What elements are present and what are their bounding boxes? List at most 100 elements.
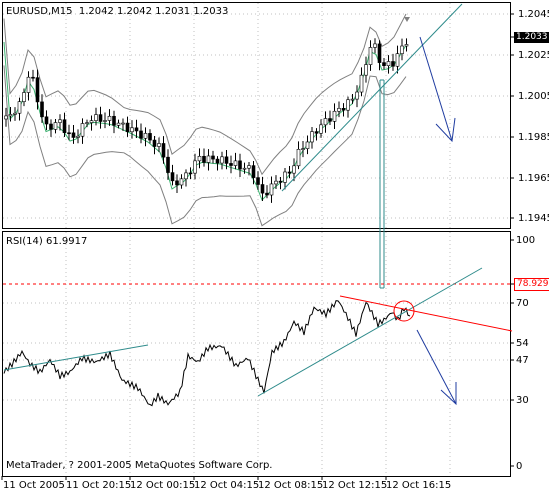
candle-bull [103, 120, 107, 122]
rsi-axis-label: 30 [516, 395, 529, 406]
candle-bull [233, 160, 238, 166]
candlestick-series[interactable] [4, 38, 409, 203]
candle-bear [238, 160, 242, 170]
candle-bull [157, 143, 161, 147]
candle-bull [337, 108, 341, 112]
candle-bull [323, 118, 328, 126]
candle-bear [328, 118, 332, 122]
rsi-resistance-line[interactable] [339, 295, 513, 332]
candle-bull [364, 64, 368, 76]
divergence-connector[interactable] [379, 79, 385, 289]
rsi-frame [2, 231, 511, 477]
candle-bull [368, 47, 373, 65]
candle-bull [355, 91, 359, 100]
candle-bull [193, 160, 197, 174]
candle-bull [85, 122, 89, 124]
candle-bull [58, 119, 62, 123]
upper-band [3, 13, 407, 176]
candle-bear [314, 131, 319, 134]
candle-bull [22, 92, 26, 102]
candle-bull [26, 76, 31, 93]
candle-bear [71, 132, 76, 138]
candle-bear [287, 171, 292, 174]
axis-ticks [1, 13, 514, 480]
candle-bear [278, 180, 283, 183]
candle-bull [404, 44, 409, 47]
candle-bear [188, 172, 193, 175]
candle-bull [116, 122, 121, 126]
candle-bull [143, 133, 148, 139]
candle-bear [152, 139, 157, 147]
main-chart-frame [2, 2, 511, 229]
candle-bull [121, 122, 125, 125]
time-axis-label: 12 Oct 12:15 [322, 480, 388, 491]
candle-bear [139, 130, 143, 139]
candle-bull [283, 171, 287, 183]
current-bar-marker [404, 17, 410, 22]
candle-bull [197, 155, 202, 162]
candle-bull [274, 180, 278, 185]
candle-bear [175, 180, 179, 186]
candle-bear [170, 172, 175, 182]
price-axis-label: 1.2025 [518, 50, 549, 61]
candle-bear [148, 133, 152, 141]
candle-bear [161, 143, 166, 158]
candle-bear [211, 155, 215, 160]
candle-bear [265, 192, 269, 196]
down-arrow-main[interactable] [419, 36, 456, 143]
current-price-marker: 1.2033 [514, 32, 549, 43]
candle-bull [319, 124, 323, 134]
rsi-support-trendline-right[interactable] [257, 267, 483, 397]
candle-bear [382, 62, 386, 66]
candle-bull [386, 61, 391, 66]
candle-bull [292, 165, 296, 174]
price-axis-label: 1.1985 [518, 132, 549, 143]
rsi-axis-label: 100 [516, 235, 536, 246]
candle-bear [202, 155, 206, 163]
candle-bear [215, 158, 220, 164]
candle-bear [377, 43, 382, 63]
candle-bull [400, 45, 404, 54]
time-axis-label: 12 Oct 08:15 [258, 480, 324, 491]
bollinger-bands [3, 13, 407, 227]
rsi-axis-label: 0 [516, 461, 523, 472]
candle-bull [4, 115, 8, 120]
price-axis-label: 1.2045 [518, 9, 549, 20]
candle-bull [89, 120, 94, 123]
candle-bear [224, 156, 229, 164]
candle-bear [134, 127, 139, 132]
candle-bull [17, 101, 22, 114]
candle-bull [359, 74, 364, 93]
symbol-label: EURUSD,M15 1.2042 1.2042 1.2031 1.2033 [6, 6, 228, 17]
copyright-text: MetaTrader, ? 2001-2005 MetaQuotes Softw… [6, 460, 273, 471]
rsi-support-trendline-left[interactable] [3, 344, 149, 371]
candle-bull [305, 141, 310, 149]
ohlc-values: 1.2042 1.2042 1.2031 1.2033 [78, 6, 229, 17]
candle-bear [31, 76, 35, 79]
main-trendline[interactable] [281, 3, 463, 192]
candle-bull [350, 98, 355, 101]
down-arrow-rsi[interactable] [416, 329, 457, 406]
candle-bull [206, 155, 211, 163]
highlight-circle[interactable] [393, 300, 415, 322]
candle-bear [44, 116, 49, 125]
candle-bull [332, 110, 337, 122]
candle-bear [40, 101, 44, 118]
time-axis-label: 11 Oct 2005 [3, 480, 65, 491]
candle-bear [260, 184, 265, 194]
candle-bull [395, 53, 400, 67]
rsi-level-marker: 78.9298 [514, 278, 549, 291]
candle-bear [112, 115, 116, 126]
candle-bear [341, 108, 346, 111]
time-axis-label: 12 Oct 16:15 [386, 480, 452, 491]
price-axis-label: 1.1965 [518, 173, 549, 184]
candle-bear [251, 165, 256, 178]
candle-bear [35, 77, 40, 103]
time-axis-label: 12 Oct 04:15 [194, 480, 260, 491]
candle-bear [98, 114, 103, 122]
price-axis-label: 1.1945 [518, 213, 549, 224]
candle-bull [94, 114, 98, 121]
candle-bull [184, 172, 188, 180]
rsi-label: RSI(14) 61.9917 [6, 236, 88, 247]
